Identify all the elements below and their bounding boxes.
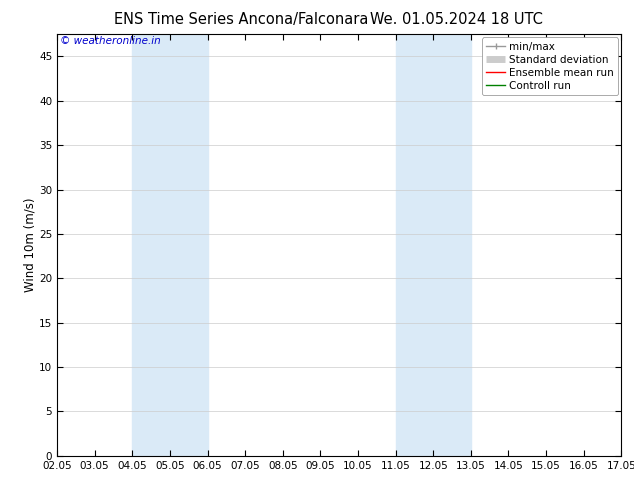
Text: © weatheronline.in: © weatheronline.in xyxy=(60,36,160,47)
Y-axis label: Wind 10m (m/s): Wind 10m (m/s) xyxy=(23,198,36,292)
Bar xyxy=(133,34,207,456)
Text: We. 01.05.2024 18 UTC: We. 01.05.2024 18 UTC xyxy=(370,12,543,27)
Legend: min/max, Standard deviation, Ensemble mean run, Controll run: min/max, Standard deviation, Ensemble me… xyxy=(482,37,618,95)
Bar xyxy=(396,34,471,456)
Text: ENS Time Series Ancona/Falconara: ENS Time Series Ancona/Falconara xyxy=(113,12,368,27)
